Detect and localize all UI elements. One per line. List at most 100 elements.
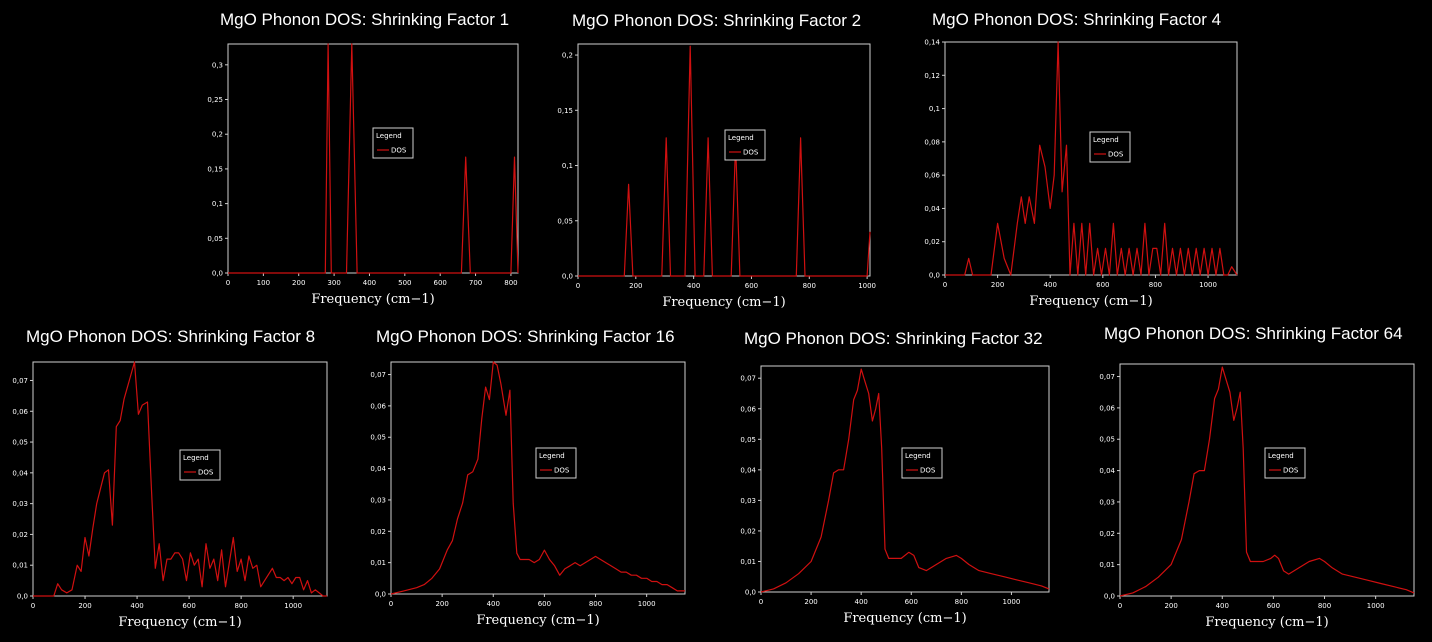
y-tick-label: 0,05 [557, 217, 573, 225]
x-axis-label: Frequency (cm−1) [662, 295, 785, 310]
x-tick-label: 700 [469, 279, 482, 287]
chart-svg: 0,0 0,01 0,02 0,03 0,04 0,05 0,06 0,07 0 200 400 60… [740, 365, 1050, 626]
x-tick-label: 0 [1118, 602, 1122, 610]
x-tick-label: 0 [576, 282, 580, 290]
x-tick-label: 0 [943, 281, 947, 289]
chart-title: MgO Phonon DOS: Shrinking Factor 64 [1104, 324, 1403, 343]
legend-box [372, 127, 414, 159]
chart-panel-3: MgO Phonon DOS: Shrinking Factor 4 0,0 0,… [912, 6, 1252, 316]
x-tick-label: 600 [538, 600, 551, 608]
chart-panel-2: MgO Phonon DOS: Shrinking Factor 2 0,0 0,… [545, 6, 885, 316]
x-tick-label: 600 [182, 602, 195, 610]
y-tick-label: 0,25 [207, 96, 223, 104]
y-tick-label: 0,02 [1099, 530, 1115, 538]
plot-frame [577, 43, 871, 277]
legend: Legend DOS [535, 447, 577, 479]
legend-box [1089, 131, 1131, 163]
y-tick-label: 0,0 [17, 593, 28, 601]
x-tick-label: 400 [1044, 281, 1057, 289]
legend-box [1264, 447, 1306, 479]
chart-title: MgO Phonon DOS: Shrinking Factor 4 [932, 10, 1222, 29]
legend-title: Legend [183, 454, 209, 462]
chart-panel-4: MgO Phonon DOS: Shrinking Factor 8 0,0 0,… [0, 322, 340, 640]
legend-title: Legend [1093, 136, 1119, 144]
y-tick-label: 0,07 [1099, 373, 1115, 381]
chart-svg: 0,0 0,01 0,02 0,03 0,04 0,05 0,06 0,07 0 200 400 60… [1099, 363, 1415, 630]
x-tick-label: 200 [1164, 602, 1177, 610]
y-tick-label: 0,15 [207, 165, 223, 173]
x-tick-label: 200 [804, 598, 817, 606]
chart-panel-6: MgO Phonon DOS: Shrinking Factor 32 0,0 0… [728, 322, 1068, 640]
x-tick-label: 1000 [858, 282, 876, 290]
chart-title: MgO Phonon DOS: Shrinking Factor 2 [572, 11, 862, 30]
y-tick-label: 0,1 [929, 105, 940, 113]
chart-title: MgO Phonon DOS: Shrinking Factor 32 [744, 329, 1043, 348]
x-tick-label: 400 [1216, 602, 1229, 610]
y-tick-label: 0,03 [1099, 498, 1115, 506]
legend-title: Legend [539, 452, 565, 460]
x-tick-label: 200 [991, 281, 1004, 289]
legend-entry: DOS [391, 147, 407, 155]
x-tick-label: 1000 [284, 602, 302, 610]
x-tick-label: 200 [629, 282, 642, 290]
y-tick-label: 0,0 [929, 272, 940, 280]
x-tick-label: 400 [363, 279, 376, 287]
x-tick-label: 100 [257, 279, 270, 287]
y-tick-label: 0,04 [370, 465, 386, 473]
x-tick-label: 200 [292, 279, 305, 287]
legend-entry: DOS [920, 467, 936, 475]
plot-frame [1119, 363, 1415, 597]
x-tick-label: 600 [745, 282, 758, 290]
y-tick-label: 0,2 [212, 131, 223, 139]
y-tick-label: 0,1 [562, 162, 573, 170]
legend: Legend DOS [1089, 131, 1131, 163]
series-line [578, 45, 871, 277]
legend-box [535, 447, 577, 479]
legend-entry: DOS [743, 149, 759, 157]
legend-title: Legend [376, 132, 402, 140]
x-tick-label: 600 [905, 598, 918, 606]
x-tick-label: 400 [687, 282, 700, 290]
y-tick-label: 0,03 [12, 500, 28, 508]
y-tick-label: 0,02 [924, 238, 940, 246]
chart-panel-7: MgO Phonon DOS: Shrinking Factor 64 0,0 0… [1087, 322, 1432, 640]
x-tick-label: 400 [130, 602, 143, 610]
x-tick-label: 400 [487, 600, 500, 608]
y-tick-label: 0,07 [740, 375, 756, 383]
y-tick-label: 0,03 [740, 497, 756, 505]
x-tick-label: 0 [226, 279, 230, 287]
chart-svg: 0,0 0,01 0,02 0,03 0,04 0,05 0,06 0,07 0 200 400 60… [12, 361, 328, 630]
x-tick-label: 800 [234, 602, 247, 610]
y-tick-label: 0,04 [1099, 467, 1115, 475]
plot-frame [760, 365, 1050, 593]
legend: Legend DOS [1264, 447, 1306, 479]
chart-svg: 0,0 0,01 0,02 0,03 0,04 0,05 0,06 0,07 0 200 400 60… [370, 361, 686, 628]
legend: Legend DOS [724, 129, 766, 161]
x-tick-label: 400 [854, 598, 867, 606]
x-tick-label: 800 [504, 279, 517, 287]
y-tick-label: 0,06 [740, 405, 756, 413]
x-tick-label: 600 [1267, 602, 1280, 610]
y-tick-label: 0,08 [924, 138, 940, 146]
y-tick-label: 0,04 [740, 466, 756, 474]
y-tick-label: 0,12 [924, 72, 940, 80]
y-tick-label: 0,3 [212, 61, 223, 69]
y-tick-label: 0,06 [12, 408, 28, 416]
x-tick-label: 1000 [638, 600, 656, 608]
series-line [390, 361, 685, 595]
plot-frame [32, 361, 328, 597]
chart-svg: 0,0 0,05 0,1 0,15 0,2 0 200 400 600 800 1000 Freque… [557, 43, 876, 310]
legend-box [179, 449, 221, 481]
y-tick-label: 0,0 [562, 273, 573, 281]
y-tick-label: 0,1 [212, 200, 223, 208]
legend-title: Legend [1268, 452, 1294, 460]
legend: Legend DOS [372, 127, 414, 159]
x-axis-label: Frequency (cm−1) [311, 292, 434, 307]
y-tick-label: 0,06 [370, 402, 386, 410]
x-axis-label: Frequency (cm−1) [1029, 294, 1152, 309]
x-tick-label: 200 [78, 602, 91, 610]
series-line [1119, 366, 1415, 597]
y-tick-label: 0,01 [1099, 561, 1115, 569]
legend-title: Legend [905, 452, 931, 460]
chart-svg: 0,0 0,05 0,1 0,15 0,2 0,25 0,3 0 100 200 300 400 500… [207, 43, 519, 307]
